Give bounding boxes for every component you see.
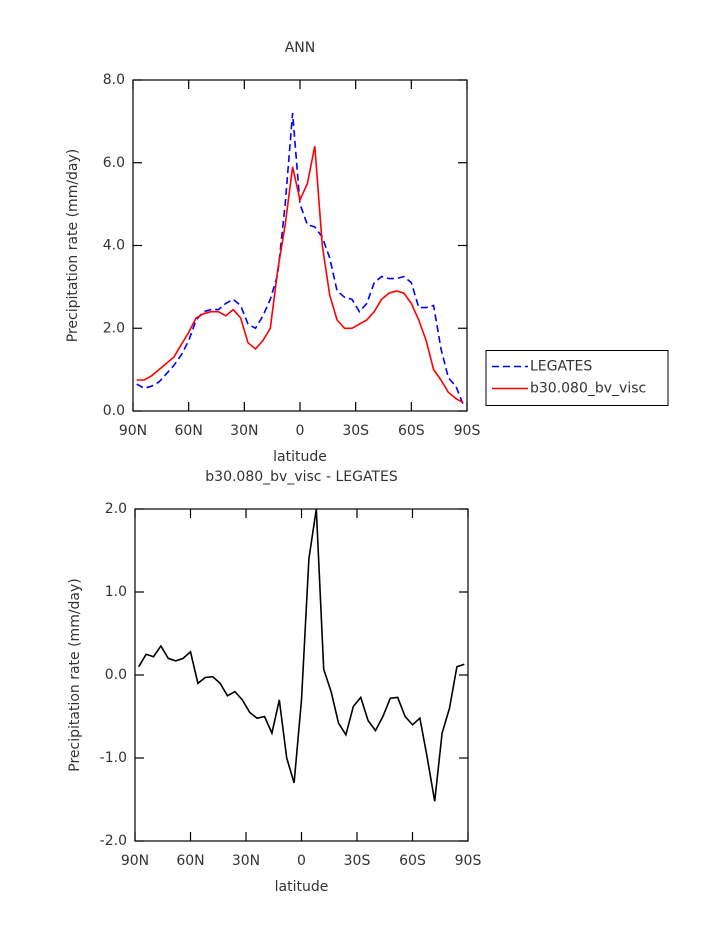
chart-title: b30.080_bv_visc - LEGATES <box>205 469 398 485</box>
y-tick-label: 2.0 <box>103 320 125 336</box>
x-tick-label: 0 <box>296 423 305 439</box>
x-axis-label: latitude <box>273 449 327 465</box>
x-tick-label: 90N <box>121 853 149 869</box>
x-tick-label: 60N <box>176 853 204 869</box>
y-tick-label: -1.0 <box>100 750 127 766</box>
x-tick-label: 30N <box>230 423 258 439</box>
x-axis-label: latitude <box>275 879 329 895</box>
y-tick-label: 0.0 <box>105 667 127 683</box>
x-tick-label: 30S <box>344 853 371 869</box>
y-tick-label: 1.0 <box>105 584 127 600</box>
y-tick-label: 6.0 <box>103 155 125 171</box>
x-tick-label: 60N <box>175 423 203 439</box>
data-line <box>136 146 464 404</box>
y-tick-label: 2.0 <box>105 501 127 517</box>
y-tick-label: 8.0 <box>103 72 125 88</box>
legend-box <box>485 350 669 406</box>
data-line <box>138 508 465 802</box>
legend-label: b30.080_bv_visc <box>530 381 646 397</box>
y-tick-label: 4.0 <box>103 238 125 254</box>
x-tick-label: 90N <box>119 423 147 439</box>
chart-title: ANN <box>285 40 316 56</box>
x-tick-label: 30N <box>232 853 260 869</box>
x-tick-label: 60S <box>399 853 426 869</box>
data-line <box>136 113 465 406</box>
x-tick-label: 90S <box>455 853 482 869</box>
y-axis-label: Precipitation rate (mm/day) <box>67 578 83 772</box>
y-tick-label: -2.0 <box>100 833 127 849</box>
y-axis-label: Precipitation rate (mm/day) <box>65 149 81 343</box>
y-tick-label: 0.0 <box>103 403 125 419</box>
plot-frame <box>132 79 468 412</box>
x-tick-label: 0 <box>297 853 306 869</box>
plot-frame <box>134 508 469 842</box>
legend: LEGATES b30.080_bv_visc <box>485 350 669 406</box>
x-tick-label: 60S <box>398 423 425 439</box>
legend-label: LEGATES <box>530 359 592 375</box>
x-tick-label: 90S <box>454 423 481 439</box>
x-tick-label: 30S <box>342 423 369 439</box>
